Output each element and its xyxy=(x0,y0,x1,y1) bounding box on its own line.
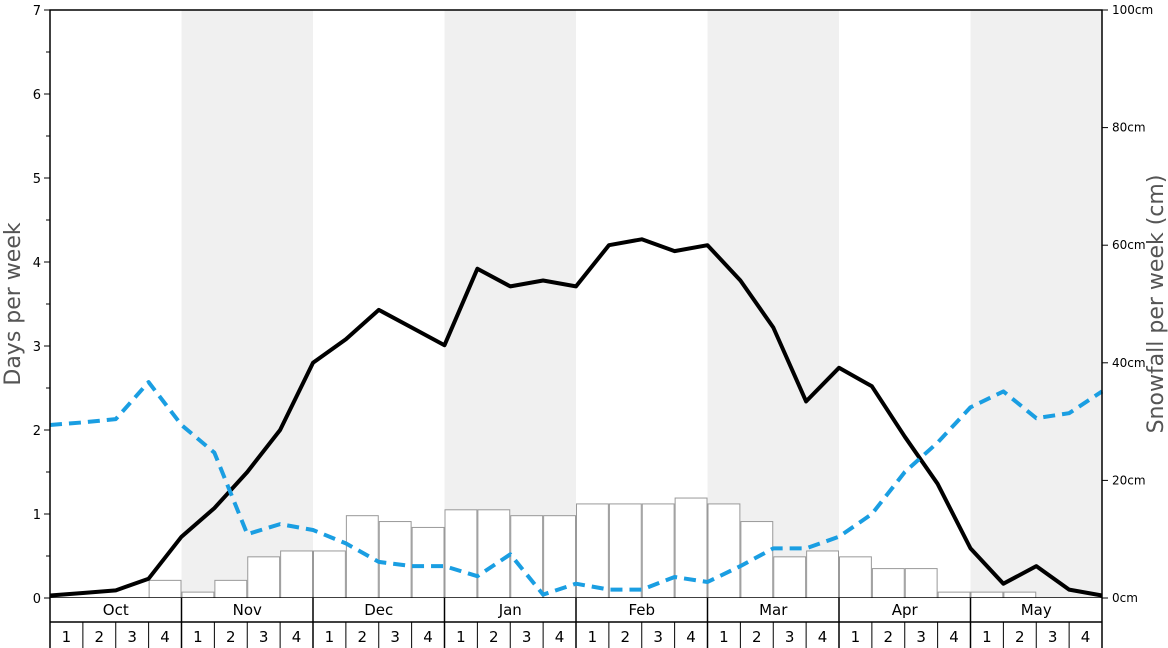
left-axis: 0 1 2 3 4 5 6 7 xyxy=(33,4,50,607)
month-label: Oct xyxy=(103,601,129,619)
week-label: 2 xyxy=(489,628,499,646)
right-tick-label: 80cm xyxy=(1112,121,1146,135)
week-label: 2 xyxy=(621,628,631,646)
left-tick-label: 7 xyxy=(33,4,41,19)
week-label: 2 xyxy=(884,628,894,646)
left-tick-label: 4 xyxy=(33,256,41,271)
week-label: 1 xyxy=(62,628,72,646)
snowfall-bar xyxy=(904,568,938,599)
right-tick-label: 40cm xyxy=(1112,356,1146,370)
week-label: 3 xyxy=(916,628,926,646)
snowfall-bar xyxy=(1003,591,1037,599)
left-tick-label: 5 xyxy=(33,172,41,187)
month-week-axis: Oct 1 2 3 4 Nov 1 2 3 4 Dec 1 2 3 4 Jan 1 2 3 4 Feb 1 2 3 4 Mar 1 2… xyxy=(49,598,1103,648)
month-shade-nov xyxy=(181,10,313,598)
right-tick-label: 20cm xyxy=(1112,473,1146,487)
week-label: 1 xyxy=(851,628,861,646)
snowfall-bar xyxy=(576,503,609,599)
snowfall-bar xyxy=(181,591,215,599)
right-tick-label: 100cm xyxy=(1112,3,1153,17)
snowfall-bar xyxy=(773,556,807,599)
week-label: 1 xyxy=(325,628,335,646)
week-label: 3 xyxy=(1048,628,1058,646)
snowfall-bar xyxy=(937,591,971,599)
week-label: 4 xyxy=(160,628,170,646)
week-label: 3 xyxy=(653,628,663,646)
month-label: Nov xyxy=(233,601,262,619)
snowfall-bar xyxy=(970,591,1004,599)
month-shade-may xyxy=(970,10,1102,598)
left-tick-label: 6 xyxy=(33,88,41,103)
snowfall-bar xyxy=(378,521,412,599)
snowfall-bar xyxy=(247,556,281,599)
left-tick-label: 2 xyxy=(33,424,41,439)
week-label: 2 xyxy=(358,628,368,646)
week-label: 4 xyxy=(949,628,959,646)
snowfall-bar xyxy=(871,568,905,599)
snowfall-bar xyxy=(674,497,708,599)
right-tick-label: 0cm xyxy=(1112,591,1138,605)
snowfall-bar xyxy=(411,526,445,599)
days-line xyxy=(49,237,1103,598)
month-label: Jan xyxy=(498,601,522,619)
month-shade-jan xyxy=(444,10,576,598)
data-lines xyxy=(49,237,1104,598)
snowfall-bars xyxy=(148,497,1037,599)
week-label: 4 xyxy=(686,628,696,646)
snowfall-bar xyxy=(543,515,576,599)
month-shading xyxy=(181,10,1102,598)
week-label: 2 xyxy=(752,628,762,646)
snowfall-bar xyxy=(740,521,774,599)
month-label: May xyxy=(1021,601,1052,619)
month-label: Dec xyxy=(364,601,393,619)
snowfall-bar xyxy=(214,579,248,599)
left-axis-title: Days per week xyxy=(1,222,26,385)
week-label: 2 xyxy=(226,628,236,646)
month-label: Mar xyxy=(759,601,788,619)
snowfall-bar xyxy=(707,503,741,599)
week-label: 4 xyxy=(1081,628,1091,646)
snowfall-bar xyxy=(806,550,839,599)
week-label: 3 xyxy=(127,628,137,646)
week-label: 2 xyxy=(95,628,105,646)
week-label: 1 xyxy=(193,628,203,646)
right-axis: 0cm 20cm 40cm 60cm 80cm 100cm xyxy=(1102,3,1153,605)
left-tick-label: 0 xyxy=(33,592,41,607)
month-shade-mar xyxy=(707,10,839,598)
week-label: 1 xyxy=(588,628,598,646)
dashed-line xyxy=(49,380,1104,597)
week-label: 4 xyxy=(818,628,828,646)
week-label: 2 xyxy=(1015,628,1025,646)
right-axis-title: Snowfall per week (cm) xyxy=(1144,175,1168,434)
month-label: Apr xyxy=(892,601,919,619)
snowfall-bar xyxy=(148,579,182,599)
snowfall-bar xyxy=(608,503,642,599)
week-label: 1 xyxy=(719,628,729,646)
snowfall-bar xyxy=(280,550,313,599)
week-label: 4 xyxy=(292,628,302,646)
week-label: 3 xyxy=(785,628,795,646)
week-label: 1 xyxy=(982,628,992,646)
snowfall-bar xyxy=(839,556,872,599)
left-tick-label: 1 xyxy=(33,508,41,523)
snowfall-bar xyxy=(510,515,544,599)
week-label: 3 xyxy=(259,628,269,646)
week-label: 4 xyxy=(555,628,565,646)
snowfall-bar xyxy=(477,509,511,599)
week-label: 1 xyxy=(456,628,466,646)
week-label: 3 xyxy=(390,628,400,646)
snowfall-bar xyxy=(444,509,478,599)
week-label: 3 xyxy=(522,628,532,646)
month-label: Feb xyxy=(628,601,655,619)
right-tick-label: 60cm xyxy=(1112,238,1146,252)
left-tick-label: 3 xyxy=(33,340,41,355)
week-label: 4 xyxy=(423,628,433,646)
snowfall-bar xyxy=(345,515,379,599)
snowfall-bar xyxy=(313,550,346,599)
